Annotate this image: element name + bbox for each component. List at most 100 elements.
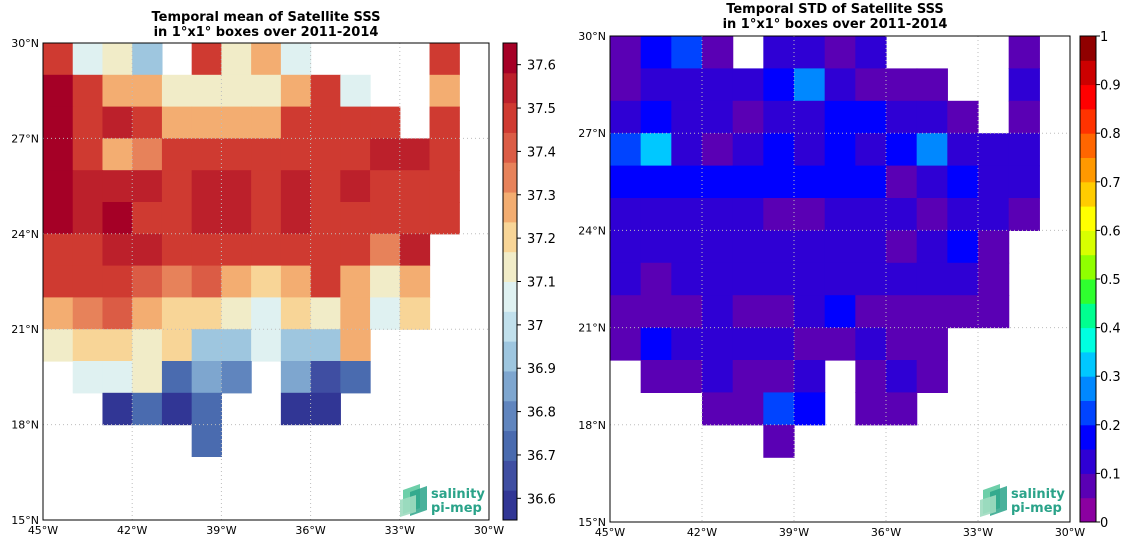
heatmap-cell: [102, 106, 133, 139]
heatmap-cell: [916, 295, 948, 329]
heatmap-cell: [763, 68, 795, 102]
heatmap-cell: [886, 392, 918, 426]
heatmap-cell: [794, 36, 826, 69]
logo-text-line2-right: pi-mep: [1011, 501, 1062, 516]
colorbar-segment: [1080, 351, 1096, 377]
colorbar-segment: [1080, 133, 1096, 158]
heatmap-cell: [429, 202, 460, 235]
heatmap-cell: [132, 43, 163, 76]
heatmap-cell: [280, 43, 312, 76]
colorbar-tick-label: 0: [1100, 516, 1108, 531]
mean-y-ticks: 15°N 18°N 21°N 24°N 27°N 30°N: [11, 37, 39, 527]
heatmap-cell: [855, 230, 887, 264]
y-tick-label: 30°N: [578, 30, 606, 43]
heatmap-cell: [671, 327, 703, 361]
x-tick-label: 45°W: [595, 526, 625, 539]
heatmap-cell: [855, 133, 887, 167]
x-tick-label: 36°W: [295, 524, 325, 537]
heatmap-cell: [340, 329, 371, 362]
heatmap-cell: [191, 106, 222, 139]
mean-colorbar: 36.6 36.7 36.8 36.9 37 37.1 37.2 37.3 37.4 37.5 37…: [502, 42, 556, 521]
heatmap-cell: [340, 170, 371, 203]
heatmap-cell: [221, 106, 252, 139]
heatmap-cell: [191, 297, 222, 330]
heatmap-cell: [610, 133, 642, 167]
heatmap-cell: [671, 230, 703, 264]
heatmap-cell: [640, 68, 672, 102]
heatmap-cell: [824, 36, 856, 69]
heatmap-cell: [794, 133, 826, 167]
colorbar-tick-label: 0.8: [1100, 127, 1121, 142]
heatmap-cell: [763, 100, 795, 134]
heatmap-cell: [794, 165, 826, 199]
heatmap-cell: [640, 165, 672, 199]
colorbar-segment: [503, 72, 517, 104]
heatmap-cell: [132, 106, 163, 139]
heatmap-cell: [251, 233, 282, 267]
heatmap-cell: [763, 165, 795, 199]
heatmap-cell: [132, 329, 163, 362]
colorbar-tick-label: 37.5: [527, 102, 556, 117]
heatmap-cell: [1008, 100, 1040, 134]
heatmap-cell: [310, 170, 341, 203]
heatmap-cell: [310, 106, 341, 139]
heatmap-cell: [671, 36, 703, 69]
heatmap-cell: [72, 202, 104, 235]
heatmap-cell: [43, 138, 74, 171]
colorbar-segment: [503, 460, 517, 491]
heatmap-cell: [191, 424, 222, 457]
heatmap-cell: [916, 198, 948, 231]
heatmap-cell: [132, 361, 163, 394]
heatmap-cell: [191, 202, 222, 235]
heatmap-cell: [916, 133, 948, 167]
colorbar-tick-label: 0.2: [1100, 419, 1121, 434]
heatmap-cell: [824, 165, 856, 199]
heatmap-cell: [732, 100, 764, 134]
colorbar-tick-label: 36.9: [527, 362, 556, 377]
heatmap-cell: [132, 265, 163, 298]
heatmap-cell: [732, 327, 764, 361]
heatmap-cell: [251, 106, 282, 139]
heatmap-cell: [161, 138, 193, 171]
heatmap-cell: [916, 360, 948, 393]
heatmap-cell: [251, 170, 282, 203]
heatmap-cell: [191, 265, 222, 298]
heatmap-cell: [191, 329, 222, 362]
colorbar-segment: [503, 370, 517, 402]
heatmap-cell: [855, 165, 887, 199]
heatmap-cell: [702, 230, 734, 264]
heatmap-cell: [251, 202, 282, 235]
heatmap-cell: [221, 43, 252, 76]
colorbar-segment: [503, 192, 517, 223]
heatmap-cell: [280, 202, 312, 235]
heatmap-cell: [161, 361, 193, 394]
heatmap-cell: [824, 327, 856, 361]
heatmap-cell: [916, 100, 948, 134]
colorbar-tick-label: 0.4: [1100, 322, 1121, 337]
y-tick-label: 15°N: [11, 514, 39, 527]
heatmap-cell: [251, 138, 282, 171]
heatmap-cell: [191, 74, 222, 108]
heatmap-cell: [640, 198, 672, 231]
heatmap-cell: [610, 198, 642, 231]
heatmap-cell: [310, 297, 341, 330]
heatmap-cell: [72, 265, 104, 298]
colorbar-tick-label: 36.7: [527, 449, 556, 464]
mean-plot-frame: [42, 42, 490, 521]
heatmap-cell: [702, 360, 734, 393]
heatmap-cell: [399, 202, 431, 235]
heatmap-cell: [824, 133, 856, 167]
y-tick-label: 21°N: [11, 323, 39, 336]
std-panel: Temporal STD of Satellite SSS in 1°x1° b…: [578, 2, 1120, 539]
heatmap-cell: [280, 138, 312, 171]
colorbar-tick-label: 37.6: [527, 59, 556, 74]
heatmap-cell: [340, 202, 371, 235]
heatmap-cell: [886, 262, 918, 296]
heatmap-cell: [702, 165, 734, 199]
colorbar-segment: [503, 311, 517, 342]
heatmap-cell: [72, 361, 104, 394]
heatmap-cell: [794, 68, 826, 102]
heatmap-cell: [886, 327, 918, 361]
heatmap-cell: [702, 198, 734, 231]
heatmap-cell: [763, 262, 795, 296]
